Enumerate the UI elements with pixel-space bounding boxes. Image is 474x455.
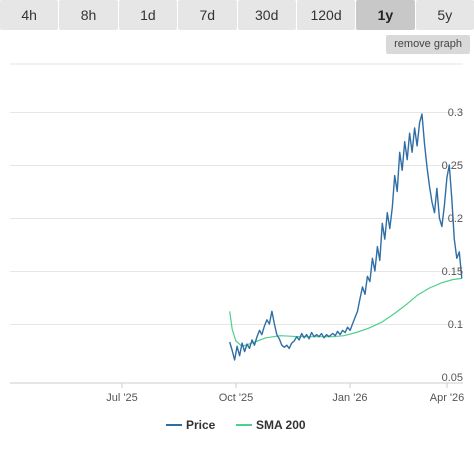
chart-svg: Jul '25 Oct '25 Jan '26 Apr '26 0.05 0.1 0.15… [10, 63, 465, 432]
x-tick-label: Oct '25 [219, 392, 254, 404]
remove-graph-button[interactable]: remove graph [386, 35, 470, 54]
x-tick-label: Jan '26 [332, 392, 367, 404]
sma-200-line [229, 277, 462, 347]
chart-legend: Price SMA 200 [166, 418, 306, 432]
price-line [229, 113, 463, 361]
legend-label[interactable]: Price [186, 418, 216, 432]
price-chart: Jul '25 Oct '25 Jan '26 Apr '26 0.05 0.1 0.15… [0, 60, 474, 455]
tab-1y[interactable]: 1y [356, 0, 415, 30]
timeframe-tabs: 4h 8h 1d 7d 30d 120d 1y 5y [0, 0, 474, 30]
x-tick-label: Jul '25 [106, 392, 137, 404]
y-tick-label: 0.15 [442, 266, 463, 278]
x-tick-label: Apr '26 [430, 392, 465, 404]
tab-1d[interactable]: 1d [118, 0, 178, 30]
tab-7d[interactable]: 7d [178, 0, 237, 30]
x-axis: Jul '25 Oct '25 Jan '26 Apr '26 [10, 382, 465, 404]
tab-5y[interactable]: 5y [415, 0, 474, 30]
y-tick-label: 0.25 [442, 160, 463, 172]
sma-200-path [229, 277, 462, 347]
y-tick-label: 0.1 [448, 319, 463, 331]
tab-30d[interactable]: 30d [237, 0, 296, 30]
tab-4h[interactable]: 4h [0, 0, 59, 30]
y-tick-label: 0.05 [442, 372, 463, 384]
y-tick-label: 0.2 [448, 213, 463, 225]
y-axis-labels: 0.05 0.1 0.15 0.2 0.25 0.3 [442, 107, 463, 384]
y-tick-label: 0.3 [448, 107, 463, 119]
tab-120d[interactable]: 120d [296, 0, 356, 30]
legend-label[interactable]: SMA 200 [256, 418, 306, 432]
price-path [229, 113, 463, 361]
tab-8h[interactable]: 8h [59, 0, 118, 30]
grid-lines [10, 63, 463, 325]
